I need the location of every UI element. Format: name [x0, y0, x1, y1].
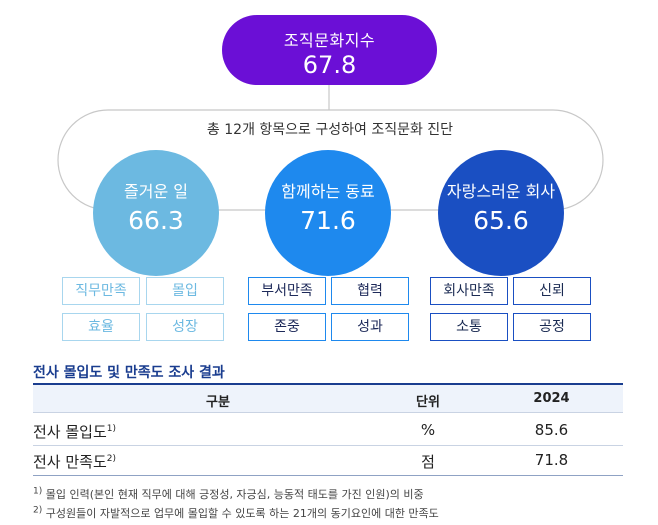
table-header-background — [33, 385, 623, 412]
culture-index-value: 67.8 — [302, 51, 357, 79]
table-row-unit: 점 — [421, 453, 435, 471]
table-row-divider — [33, 445, 623, 446]
footnote-text: 구성원들이 자발적으로 업무에 몰입할 수 있도록 하는 21개의 동기요인에 … — [45, 507, 439, 520]
table-header-category: 구분 — [206, 395, 230, 410]
footnote-marker: 2) — [33, 505, 43, 516]
table-header-unit: 단위 — [416, 395, 440, 410]
footnote-text: 몰입 인력(본인 현재 직무에 대해 긍정성, 자긍심, 능동적 태도를 가진 … — [45, 488, 424, 501]
item-box: 회사만족 — [430, 277, 508, 305]
footnote: 1) 몰입 인력(본인 현재 직무에 대해 긍정성, 자긍심, 능동적 태도를 … — [33, 486, 424, 502]
item-box: 부서만족 — [248, 277, 326, 305]
footnote-marker: 1) — [33, 486, 43, 497]
group-circle-proud-company: 자랑스러운 회사 65.6 — [438, 150, 564, 276]
item-box: 효율 — [62, 313, 140, 341]
group-value: 66.3 — [128, 206, 184, 235]
table-row-label: 전사 몰입도1) — [33, 421, 116, 442]
item-box: 공정 — [513, 313, 591, 341]
group-circle-fun-work: 즐거운 일 66.3 — [93, 150, 219, 276]
table-title: 전사 몰입도 및 만족도 조사 결과 — [33, 365, 225, 381]
group-circle-colleagues: 함께하는 동료 71.6 — [265, 150, 391, 276]
culture-index-label: 조직문화지수 — [283, 31, 376, 50]
footnote: 2) 구성원들이 자발적으로 업무에 몰입할 수 있도록 하는 21개의 동기요… — [33, 505, 439, 521]
table-bottom-rule — [33, 475, 623, 476]
items-caption: 총 12개 항목으로 구성하여 조직문화 진단 — [140, 119, 520, 139]
table-top-rule — [33, 383, 623, 385]
culture-index-pill: 조직문화지수 67.8 — [222, 15, 437, 85]
item-box: 협력 — [331, 277, 409, 305]
item-box: 성장 — [146, 313, 224, 341]
item-box: 성과 — [331, 313, 409, 341]
table-row-label: 전사 만족도2) — [33, 451, 116, 472]
table-row-value: 71.8 — [534, 451, 569, 469]
item-box: 존중 — [248, 313, 326, 341]
footnote-marker: 1) — [106, 424, 117, 434]
table-row-divider — [33, 412, 623, 413]
table-row-unit: % — [420, 421, 436, 439]
item-box: 직무만족 — [62, 277, 140, 305]
item-box: 신뢰 — [513, 277, 591, 305]
table-row-value: 85.6 — [534, 421, 569, 439]
row-label-text: 전사 몰입도 — [33, 423, 107, 441]
table-header-year: 2024 — [533, 391, 570, 406]
footnote-marker: 2) — [106, 454, 117, 464]
row-label-text: 전사 만족도 — [33, 453, 107, 471]
group-value: 71.6 — [300, 206, 356, 235]
group-value: 65.6 — [473, 206, 529, 235]
group-title: 즐거운 일 — [124, 182, 188, 201]
group-title: 자랑스러운 회사 — [446, 182, 556, 201]
group-title: 함께하는 동료 — [281, 182, 375, 201]
item-box: 소통 — [430, 313, 508, 341]
item-box: 몰입 — [146, 277, 224, 305]
